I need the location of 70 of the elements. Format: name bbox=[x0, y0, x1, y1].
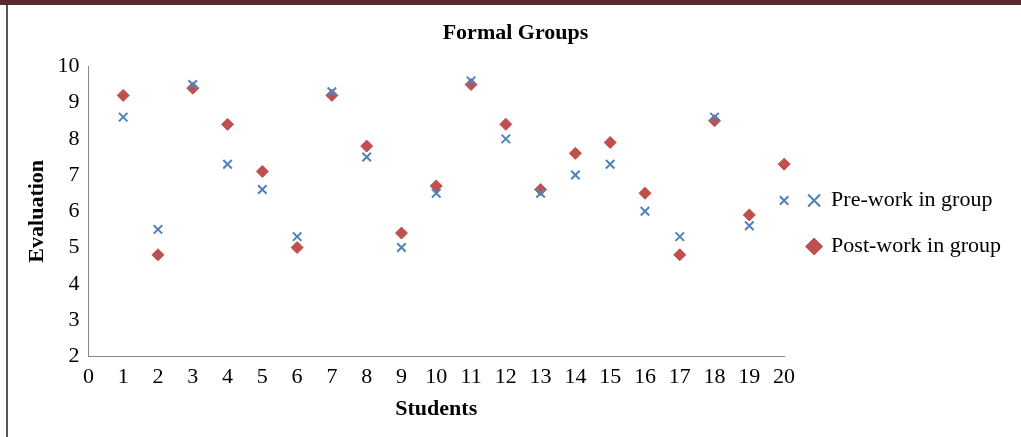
y-tick-label: 4 bbox=[68, 269, 80, 295]
point bbox=[568, 146, 582, 160]
point bbox=[499, 117, 513, 131]
x-tick-label: 9 bbox=[395, 363, 407, 389]
x-tick-label: 2 bbox=[152, 363, 164, 389]
x-tick-label: 4 bbox=[222, 363, 234, 389]
x-tick-label: 16 bbox=[633, 363, 656, 389]
y-tick-label: 8 bbox=[68, 124, 80, 150]
point bbox=[638, 186, 652, 200]
y-tick-label: 3 bbox=[68, 305, 80, 331]
x-tick-label: 13 bbox=[529, 363, 552, 389]
x-tick-label: 19 bbox=[738, 363, 761, 389]
point bbox=[500, 133, 512, 145]
y-tick-label: 5 bbox=[68, 233, 80, 259]
y-tick-label: 9 bbox=[68, 88, 80, 114]
point bbox=[744, 220, 755, 232]
point bbox=[429, 179, 443, 193]
point bbox=[570, 169, 581, 181]
x-tick-label: 8 bbox=[361, 363, 373, 389]
point bbox=[535, 187, 546, 199]
x-tick-label: 11 bbox=[460, 363, 482, 389]
x-tick-label: 3 bbox=[187, 363, 199, 389]
x-tick-label: 5 bbox=[256, 363, 268, 389]
point bbox=[222, 158, 233, 170]
legend-label: Pre-work in group bbox=[831, 186, 993, 212]
point bbox=[465, 75, 477, 87]
point bbox=[673, 248, 687, 262]
x-tick-label: 12 bbox=[494, 363, 517, 389]
point bbox=[257, 184, 268, 195]
legend-label: Post-work in group bbox=[831, 232, 1001, 258]
point bbox=[604, 158, 616, 170]
point bbox=[603, 135, 617, 149]
x-tick-label: 10 bbox=[425, 363, 448, 389]
point bbox=[187, 79, 198, 90]
point bbox=[290, 241, 304, 255]
x-tick-label: 18 bbox=[703, 363, 726, 389]
y-tick-label: 10 bbox=[57, 52, 80, 78]
point bbox=[151, 248, 165, 262]
x-axis-title: Students bbox=[395, 395, 478, 421]
x-tick-label: 14 bbox=[564, 363, 587, 389]
x-tick-label: 20 bbox=[773, 363, 796, 389]
point bbox=[778, 195, 790, 206]
x-tick-label: 6 bbox=[291, 363, 303, 389]
y-tick-label: 6 bbox=[68, 197, 80, 223]
x-tick-label: 1 bbox=[117, 363, 129, 389]
x-tick-label: 7 bbox=[326, 363, 338, 389]
point bbox=[255, 164, 269, 178]
x-tick-label: 0 bbox=[82, 363, 94, 389]
y-tick-label: 7 bbox=[68, 160, 80, 186]
point bbox=[117, 111, 129, 123]
point bbox=[639, 206, 651, 217]
point bbox=[326, 86, 338, 97]
chart-title: Formal Groups bbox=[442, 18, 589, 44]
point bbox=[777, 157, 791, 171]
x-tick-label: 15 bbox=[599, 363, 622, 389]
point bbox=[394, 226, 408, 240]
point bbox=[152, 224, 164, 235]
point bbox=[431, 187, 442, 199]
point bbox=[291, 231, 303, 242]
point bbox=[221, 117, 235, 131]
point bbox=[116, 88, 130, 102]
point bbox=[674, 231, 685, 242]
point bbox=[709, 111, 720, 123]
x-tick-label: 17 bbox=[668, 363, 691, 389]
y-axis-title: Evaluation bbox=[22, 159, 48, 263]
point bbox=[396, 242, 407, 253]
point bbox=[360, 139, 374, 153]
y-tick-label: 2 bbox=[68, 341, 80, 367]
point bbox=[742, 208, 756, 222]
point bbox=[361, 151, 372, 163]
